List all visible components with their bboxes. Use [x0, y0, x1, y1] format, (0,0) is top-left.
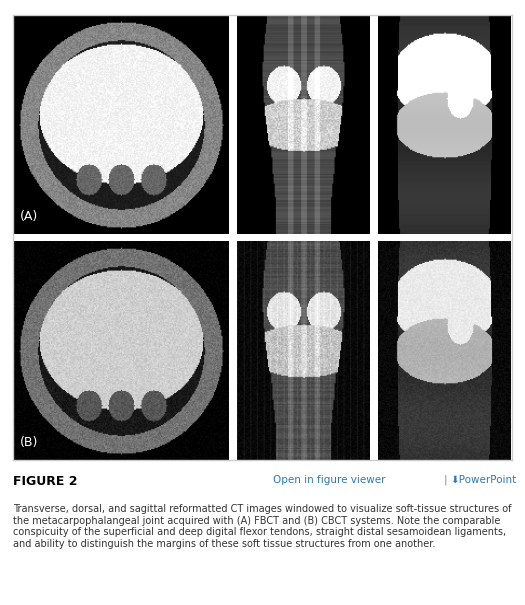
Text: Open in figure viewer: Open in figure viewer [273, 475, 385, 485]
Text: ⬇PowerPoint: ⬇PowerPoint [450, 475, 517, 485]
Text: |: | [444, 475, 447, 485]
Text: Transverse, dorsal, and sagittal reformatted CT images windowed to visualize sof: Transverse, dorsal, and sagittal reforma… [13, 504, 512, 549]
Text: (A): (A) [19, 210, 38, 223]
Text: FIGURE 2: FIGURE 2 [13, 475, 78, 488]
Text: (B): (B) [19, 436, 38, 449]
